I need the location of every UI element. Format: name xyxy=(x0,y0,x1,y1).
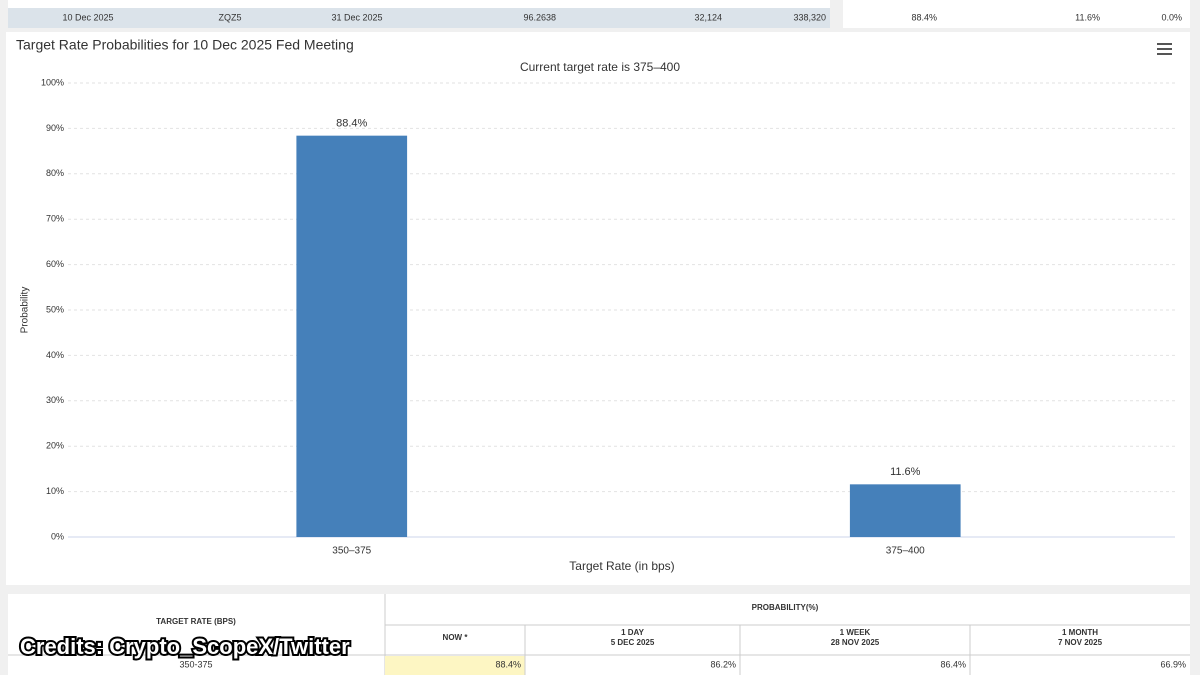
top-prob-table xyxy=(843,0,1190,28)
table-header: PROBABILITY(%) xyxy=(752,603,819,612)
cell: 31 Dec 2025 xyxy=(331,12,382,22)
cell: 88.4% xyxy=(495,659,521,669)
cell: 66.9% xyxy=(1160,659,1186,669)
chart-panel xyxy=(6,32,1190,585)
cell: ZQZ5 xyxy=(218,12,241,22)
y-tick-label: 0% xyxy=(51,531,64,541)
y-tick-label: 40% xyxy=(46,350,64,360)
x-tick-label: 350–375 xyxy=(332,546,371,557)
y-tick-label: 70% xyxy=(46,214,64,224)
x-axis-title: Target Rate (in bps) xyxy=(569,559,674,573)
y-axis-title: Probability xyxy=(20,287,31,334)
top-table-header xyxy=(8,0,830,8)
cell: 32,124 xyxy=(694,12,722,22)
y-tick-label: 10% xyxy=(46,486,64,496)
menu-button[interactable] xyxy=(1157,43,1172,55)
y-tick-label: 90% xyxy=(46,123,64,133)
bar xyxy=(296,135,408,537)
y-tick-label: 50% xyxy=(46,304,64,314)
credits: Credits: Crypto_ScopeX/Twitter xyxy=(20,634,350,659)
top-table-row xyxy=(8,8,830,28)
cell: 86.2% xyxy=(710,659,736,669)
cell: 350-375 xyxy=(179,659,212,669)
table-header: TARGET RATE (BPS) xyxy=(156,617,236,626)
y-tick-label: 30% xyxy=(46,395,64,405)
data-label: 11.6% xyxy=(890,466,921,478)
y-tick-label: 100% xyxy=(41,77,64,87)
bottom-table xyxy=(8,594,1190,675)
column-header: 5 DEC 2025 xyxy=(611,638,655,647)
cell: 338,320 xyxy=(793,12,826,22)
chart-subtitle: Current target rate is 375–400 xyxy=(520,60,680,74)
bar xyxy=(849,484,961,537)
chart-title: Target Rate Probabilities for 10 Dec 202… xyxy=(16,37,354,53)
column-header: 1 DAY xyxy=(621,628,644,637)
cell: 0.0% xyxy=(1161,12,1182,22)
cell: 11.6% xyxy=(1075,12,1100,22)
highlight-cell xyxy=(385,656,525,675)
column-header: 28 NOV 2025 xyxy=(831,638,880,647)
y-tick-label: 60% xyxy=(46,259,64,269)
cell: 10 Dec 2025 xyxy=(62,12,113,22)
cell: 88.4% xyxy=(911,12,937,22)
y-tick-label: 20% xyxy=(46,441,64,451)
x-tick-label: 375–400 xyxy=(886,546,925,557)
cell: 86.4% xyxy=(940,659,966,669)
column-header: 1 MONTH xyxy=(1062,628,1098,637)
cell: 96.2638 xyxy=(523,12,556,22)
column-header: NOW * xyxy=(443,633,469,642)
column-header: 7 NOV 2025 xyxy=(1058,638,1103,647)
y-tick-label: 80% xyxy=(46,168,64,178)
column-header: 1 WEEK xyxy=(840,628,871,637)
data-label: 88.4% xyxy=(336,118,367,130)
